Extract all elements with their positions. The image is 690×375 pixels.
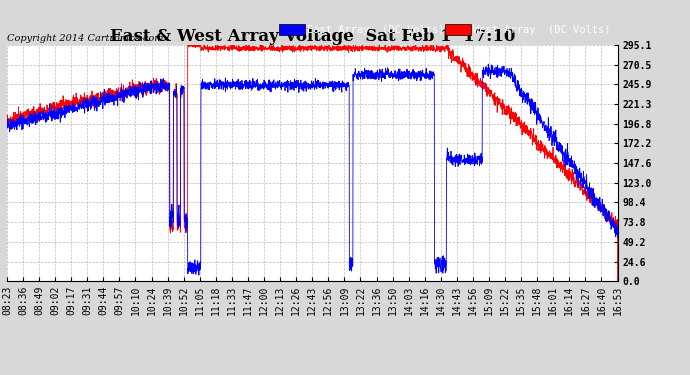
Legend: East Array  (DC Volts), West Array  (DC Volts): East Array (DC Volts), West Array (DC Vo… — [277, 22, 612, 37]
Text: Copyright 2014 Cartronics.com: Copyright 2014 Cartronics.com — [7, 34, 164, 43]
Title: East & West Array Voltage  Sat Feb 1  17:10: East & West Array Voltage Sat Feb 1 17:1… — [110, 28, 515, 45]
